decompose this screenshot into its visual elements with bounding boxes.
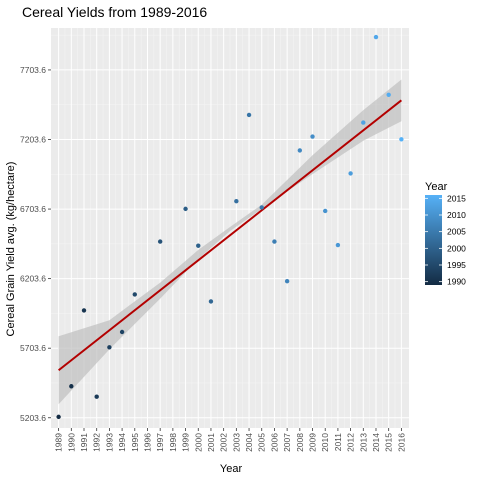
data-point	[69, 384, 74, 389]
data-point	[56, 414, 61, 420]
y-tick-label: 7203.6	[20, 134, 46, 144]
data-point	[208, 299, 214, 304]
x-tick-label: 1993	[104, 433, 114, 452]
y-tick-label: 6203.6	[20, 274, 46, 284]
legend-label: 2005	[447, 227, 466, 237]
legend-label: 1990	[447, 277, 466, 287]
data-point	[259, 205, 264, 210]
x-tick-label: 2002	[219, 433, 229, 452]
data-point	[183, 206, 188, 212]
data-points	[56, 34, 404, 420]
x-tick-label: 1992	[92, 433, 102, 452]
x-tick-label: 1996	[142, 433, 152, 452]
data-point	[119, 329, 125, 335]
x-tick-label: 2006	[269, 433, 279, 452]
x-tick-label: 2009	[308, 433, 318, 452]
x-tick-label: 1990	[66, 433, 76, 452]
data-point	[196, 243, 201, 248]
data-point	[297, 148, 303, 153]
x-axis: 1989 1990 1991 1992 1993 1994 1995 1996 1997 1998…	[54, 428, 406, 452]
x-tick-label: 1998	[168, 433, 178, 452]
data-point	[94, 394, 99, 399]
grid-minor	[51, 28, 409, 428]
legend-ticks: 2015 2010 2005 2000 1995 1990	[425, 193, 466, 287]
x-tick-label: 1989	[54, 433, 64, 452]
data-point	[399, 137, 404, 142]
x-tick-label: 2010	[320, 433, 330, 452]
data-point	[81, 308, 87, 313]
data-point	[284, 279, 290, 284]
x-tick-label: 2015	[384, 433, 394, 452]
legend-label: 2000	[447, 243, 466, 253]
legend-label: 1995	[447, 260, 466, 270]
data-point	[234, 199, 239, 204]
data-point	[373, 34, 379, 40]
data-point	[348, 171, 353, 176]
data-point	[386, 92, 391, 97]
x-tick-label: 2016	[396, 433, 406, 452]
y-axis: 5203.6 5703.6 6203.6 6703.6 7203.6 7703.6	[20, 65, 51, 423]
data-point	[361, 120, 366, 125]
x-tick-label: 2012	[346, 433, 356, 452]
data-point	[323, 208, 328, 214]
x-tick-label: 2011	[333, 433, 343, 452]
data-point	[246, 112, 252, 118]
legend-title: Year	[425, 181, 448, 193]
data-point	[335, 242, 341, 248]
legend-label: 2010	[447, 210, 466, 220]
y-axis-title: Cereal Grain Yield avg. (kg/hectare)	[5, 162, 17, 337]
x-tick-label: 2014	[371, 433, 381, 452]
x-tick-label: 2001	[206, 433, 216, 452]
x-axis-title: Year	[220, 463, 243, 475]
x-tick-label: 1999	[181, 433, 191, 452]
x-tick-label: 2000	[193, 433, 203, 452]
x-tick-label: 1994	[117, 433, 127, 452]
x-tick-label: 2008	[295, 433, 305, 452]
data-point	[272, 239, 277, 244]
data-point	[157, 239, 163, 244]
confidence-band	[58, 79, 402, 405]
y-tick-label: 7703.6	[20, 65, 46, 75]
chart-title: Cereal Yields from 1989-2016	[22, 4, 207, 20]
x-tick-label: 2004	[244, 433, 254, 452]
x-tick-label: 1995	[130, 433, 140, 452]
x-tick-label: 1997	[155, 433, 165, 452]
x-tick-label: 2007	[282, 433, 292, 452]
legend-colorbar	[425, 195, 442, 285]
y-tick-label: 6703.6	[20, 204, 46, 214]
legend-label: 2015	[447, 193, 466, 203]
x-tick-label: 2005	[257, 433, 267, 452]
x-tick-label: 2013	[358, 433, 368, 452]
x-tick-label: 2003	[231, 433, 241, 452]
x-tick-label: 1991	[79, 433, 89, 452]
legend: Year 2015 2010 2005 2000 1995 1990	[425, 181, 466, 287]
data-point	[310, 134, 315, 139]
y-tick-label: 5703.6	[20, 343, 46, 353]
trend-line	[57, 99, 403, 372]
data-point	[132, 292, 137, 297]
data-point	[107, 345, 112, 350]
y-tick-label: 5203.6	[20, 413, 46, 423]
